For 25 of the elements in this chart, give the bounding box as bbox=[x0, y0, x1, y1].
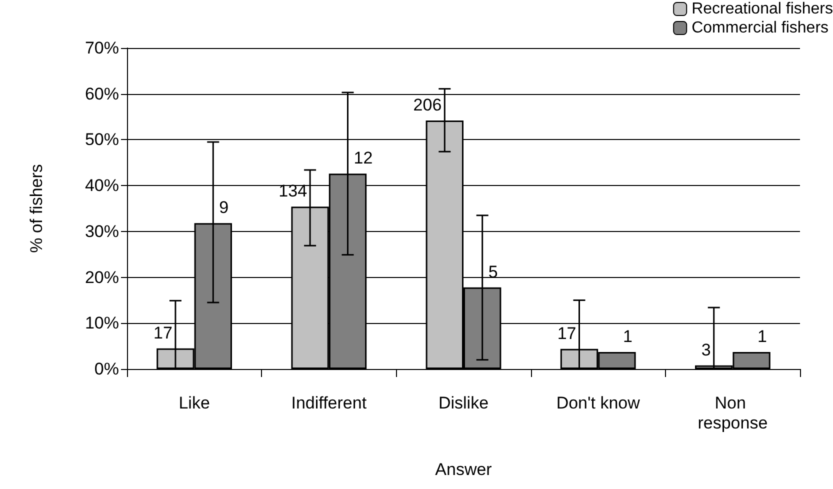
annotation: 1 bbox=[622, 327, 632, 346]
annotation: 17 bbox=[154, 323, 172, 342]
x-tick-label: Indifferent bbox=[291, 394, 367, 412]
y-tick-label: 0% bbox=[94, 360, 119, 378]
annotation: 12 bbox=[354, 148, 373, 168]
x-tick-label: Don't know bbox=[556, 394, 641, 412]
y-tick-label: 20% bbox=[84, 268, 119, 287]
y-tick-label: 10% bbox=[84, 314, 119, 333]
x-tick-label: Dislike bbox=[438, 394, 489, 412]
x-tick-label: Like bbox=[178, 394, 210, 412]
annotation: 9 bbox=[219, 198, 229, 218]
y-tick-label: 60% bbox=[84, 84, 119, 104]
x-axis-title: Answer bbox=[435, 460, 492, 479]
y-tick-label: 70% bbox=[84, 38, 119, 58]
annotation: 206 bbox=[413, 95, 442, 114]
y-tick-label: 30% bbox=[84, 222, 119, 241]
x-tick-label: Non response bbox=[698, 394, 768, 432]
annotation: 1 bbox=[758, 327, 768, 346]
y-tick-label: 50% bbox=[84, 130, 119, 150]
annotation: 17 bbox=[557, 324, 576, 343]
legend-label: Recreational fishers bbox=[692, 0, 833, 18]
y-axis-title: % of fishers bbox=[27, 164, 46, 253]
legend-label: Commercial fishers bbox=[692, 20, 829, 36]
y-tick-label: 40% bbox=[84, 176, 119, 196]
annotation: 3 bbox=[701, 340, 711, 360]
